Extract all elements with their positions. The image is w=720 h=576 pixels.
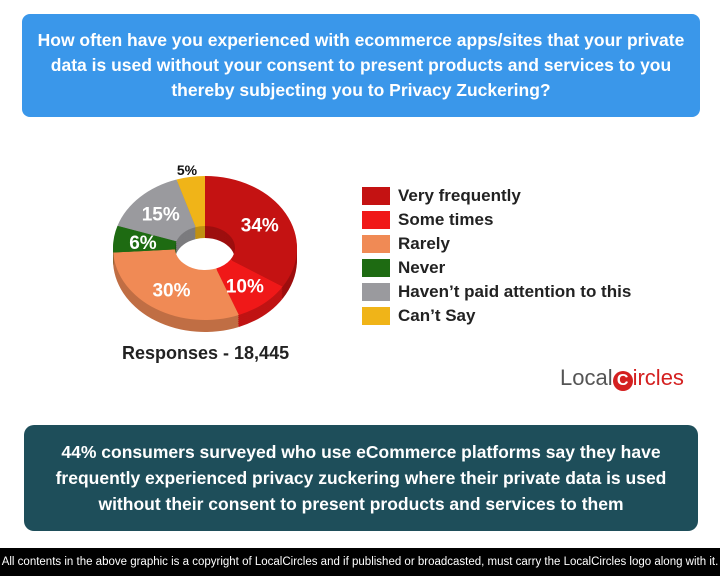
slice xyxy=(216,259,283,315)
data-label: 34% xyxy=(241,215,279,236)
question-banner: How often have you experienced with ecom… xyxy=(22,14,700,117)
donut-chart: 34% 10% 30% 6% 15% 5% xyxy=(113,162,298,332)
responses-count: Responses - 18,445 xyxy=(122,343,290,363)
slice xyxy=(113,249,239,320)
data-label: 5% xyxy=(177,162,198,178)
legend-label: Haven’t paid attention to this xyxy=(398,282,632,301)
legend-label: Rarely xyxy=(398,234,450,253)
conclusion-banner: 44% consumers surveyed who use eCommerce… xyxy=(24,425,698,531)
slice xyxy=(205,176,298,287)
legend-swatch xyxy=(362,259,390,277)
legend-item: Rarely xyxy=(362,232,631,256)
copyright-footer: All contents in the above graphic is a c… xyxy=(0,548,720,576)
legend-label: Very frequently xyxy=(398,186,521,205)
legend-item: Some times xyxy=(362,208,631,232)
logo-pin-icon: C xyxy=(612,371,633,391)
legend-item: Can’t Say xyxy=(362,304,631,328)
legend-label: Some times xyxy=(398,210,494,229)
slice xyxy=(176,176,205,228)
data-label: 15% xyxy=(142,204,180,225)
legend-swatch xyxy=(362,307,390,325)
legend-swatch xyxy=(362,283,390,301)
slice xyxy=(113,225,177,253)
data-label: 6% xyxy=(129,233,157,254)
legend-swatch xyxy=(362,235,390,253)
data-label: 10% xyxy=(226,277,264,298)
legend-swatch xyxy=(362,187,390,205)
legend: Very frequently Some times Rarely Never … xyxy=(362,184,631,328)
legend-item: Never xyxy=(362,256,631,280)
logo-text: ircles xyxy=(632,365,684,390)
slice xyxy=(117,179,196,242)
legend-item: Very frequently xyxy=(362,184,631,208)
legend-item: Haven’t paid attention to this xyxy=(362,280,631,304)
legend-swatch xyxy=(362,211,390,229)
data-label: 30% xyxy=(152,280,190,301)
legend-label: Never xyxy=(398,258,446,277)
logo-text: Local xyxy=(560,365,613,390)
legend-label: Can’t Say xyxy=(398,306,476,325)
